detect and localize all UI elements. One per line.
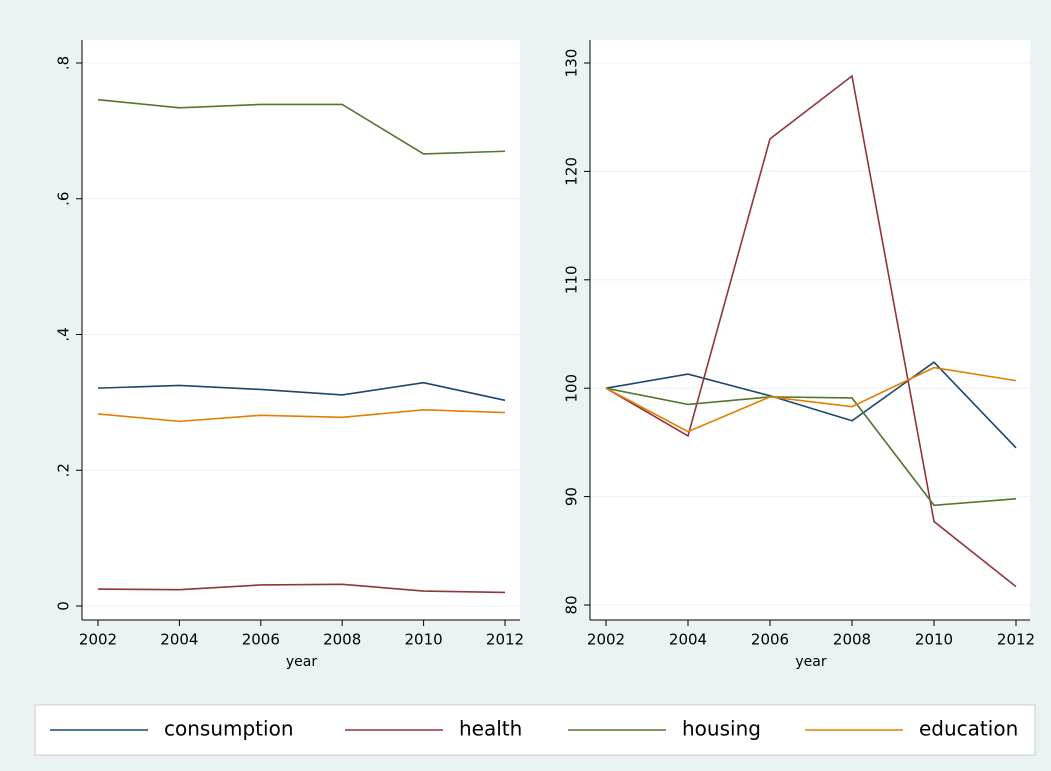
- series-line: [97, 583, 506, 594]
- x-tick-label: 2010: [405, 631, 443, 649]
- y-tick-label: 100: [563, 374, 581, 403]
- legend-label: housing: [682, 717, 761, 741]
- series-line: [605, 366, 1017, 433]
- x-tick-label: 2004: [160, 631, 198, 649]
- legend-label: consumption: [164, 717, 294, 741]
- series-line: [97, 98, 506, 155]
- y-tick-label: .2: [55, 463, 73, 477]
- y-tick-label: .6: [55, 192, 73, 206]
- series-line: [97, 381, 506, 402]
- series-line: [605, 74, 1017, 588]
- y-tick-label: 80: [563, 595, 581, 614]
- legend-label: education: [919, 717, 1018, 741]
- x-tick-label: 2008: [833, 631, 871, 649]
- plot-area: [82, 40, 520, 620]
- y-tick-label: 90: [563, 487, 581, 506]
- y-tick-label: .4: [55, 327, 73, 341]
- plot-area: [590, 40, 1030, 620]
- x-tick-label: 2002: [587, 631, 625, 649]
- y-tick-label: 130: [563, 49, 581, 78]
- x-tick-label: 2006: [242, 631, 280, 649]
- y-tick-label: 110: [563, 265, 581, 294]
- x-tick-label: 2006: [751, 631, 789, 649]
- series-line: [605, 361, 1017, 449]
- x-tick-label: 2010: [915, 631, 953, 649]
- x-tick-label: 2002: [79, 631, 117, 649]
- x-tick-label: 2008: [323, 631, 361, 649]
- y-tick-label: 0: [55, 601, 73, 611]
- y-tick-label: 120: [563, 157, 581, 186]
- x-tick-label: 2012: [997, 631, 1035, 649]
- legend-label: health: [459, 717, 522, 741]
- x-tick-label: 2012: [486, 631, 524, 649]
- series-line: [605, 387, 1017, 507]
- y-tick-label: .8: [55, 56, 73, 70]
- series-line: [97, 409, 506, 423]
- x-axis-title: year: [286, 654, 317, 670]
- x-tick-label: 2004: [669, 631, 707, 649]
- x-axis-title: year: [795, 654, 826, 670]
